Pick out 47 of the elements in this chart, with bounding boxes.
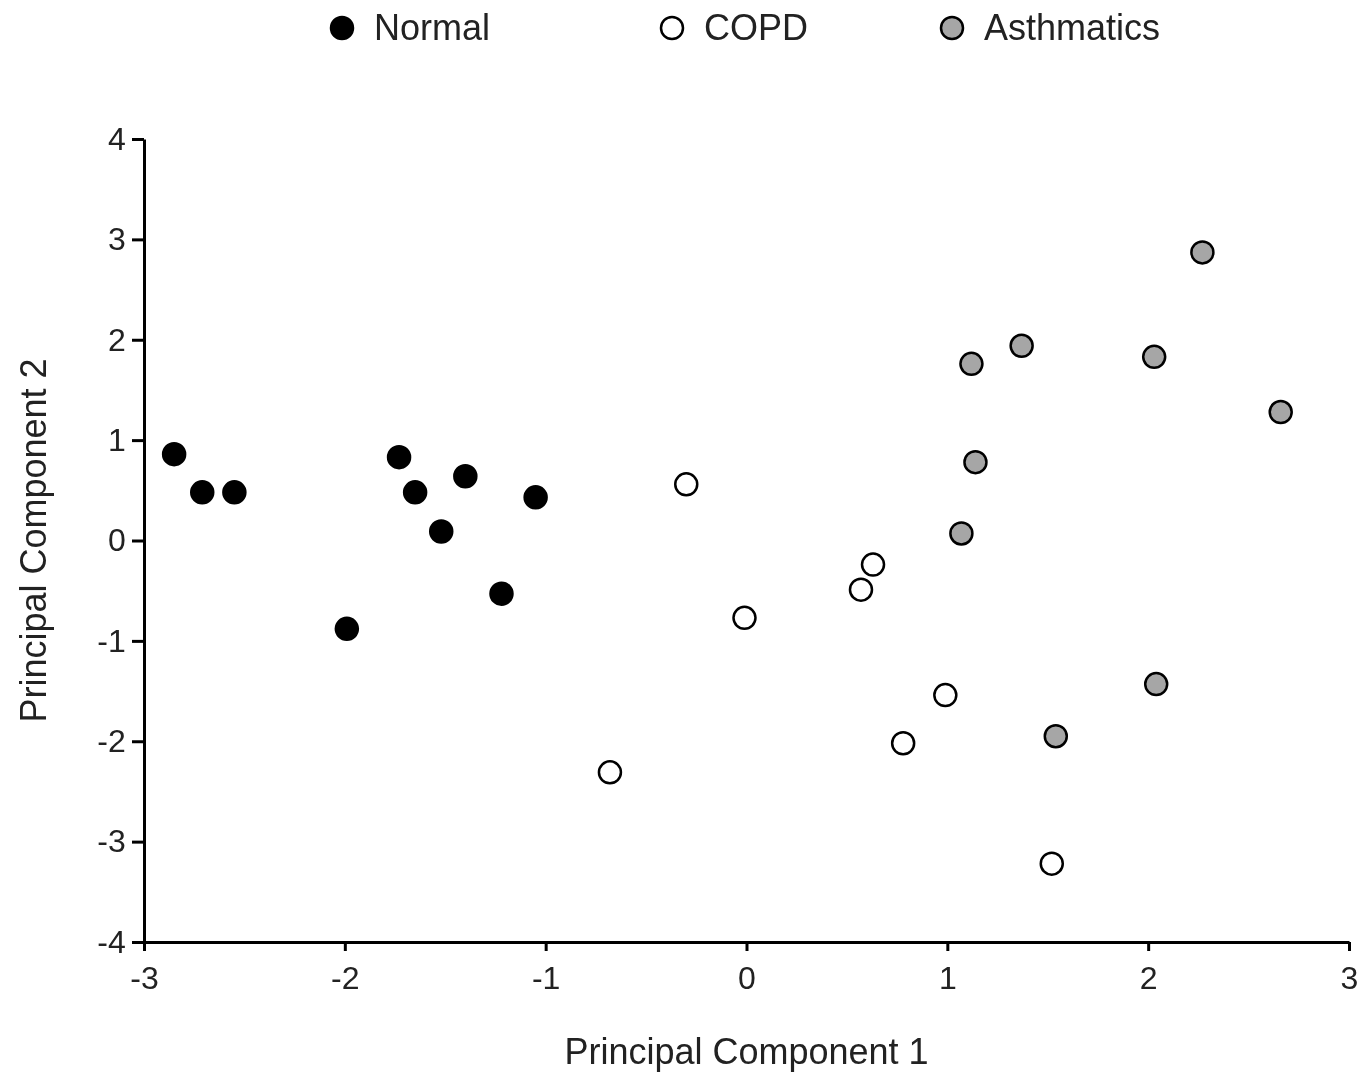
point [959,351,984,377]
legend-label: Asthmatics [984,7,1161,48]
x-tick-label: -2 [331,960,360,997]
point [860,552,886,577]
legend-label: COPD [704,7,809,48]
y-tick-label: 1 [108,421,126,458]
point [1039,851,1065,876]
point [674,472,699,497]
point [732,605,757,631]
x-axis-title: Principal Component 1 [564,1031,929,1072]
point [848,577,874,602]
y-axis-title: Principal Component 2 [13,358,54,723]
x-tick-label: 2 [1139,960,1158,997]
point [386,444,412,470]
point [189,480,215,505]
point [489,581,514,606]
point [334,616,360,642]
y-tick-label: 4 [108,120,126,157]
y-tick-label: -3 [97,823,126,860]
point [428,519,454,544]
point [597,760,623,785]
y-tick-label: 2 [108,321,126,358]
point [161,441,187,467]
legend-label: Normal [374,7,491,48]
x-tick-label: 1 [938,960,957,997]
point [1268,399,1293,425]
point [933,682,958,708]
point [453,464,478,489]
x-tick-label: 3 [1340,960,1359,997]
x-tick-label: 0 [738,960,756,997]
y-tick-label: -2 [97,722,126,759]
x-tick-label: -1 [531,960,561,997]
y-tick-label: 3 [108,221,126,258]
point [1141,344,1167,370]
point [402,480,428,505]
point [1190,240,1215,265]
point [963,449,988,475]
y-tick-label: -4 [97,923,126,960]
point [222,480,247,505]
y-tick-label: 0 [108,522,126,559]
point [1009,333,1034,358]
y-tick-label: -1 [97,622,126,659]
point [1143,671,1169,697]
point [1043,724,1069,749]
point [523,485,548,510]
point [890,731,916,756]
point [949,521,974,546]
